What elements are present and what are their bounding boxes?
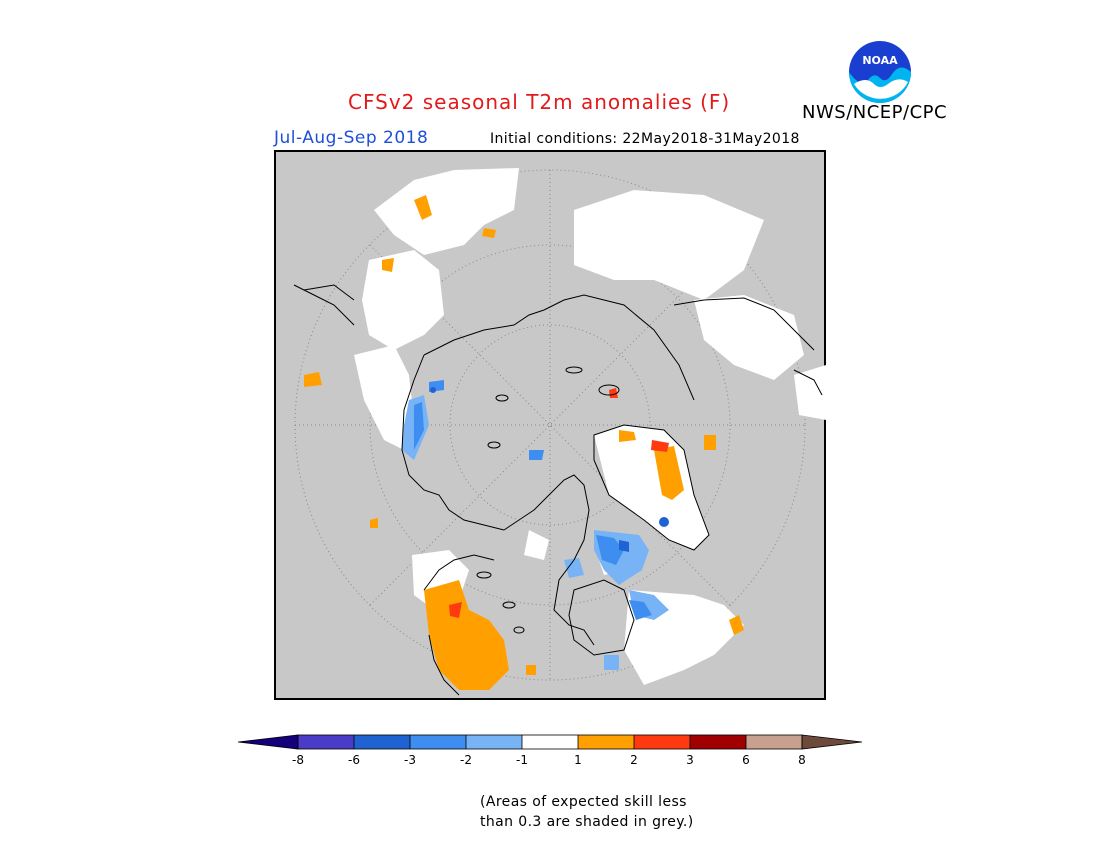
colorbar-label: 2 — [630, 753, 638, 767]
colorbar-label: -6 — [348, 753, 360, 767]
colorbar-segment — [354, 735, 410, 749]
islands — [476, 366, 620, 634]
colorbar-label: -8 — [292, 753, 304, 767]
anomaly-map — [274, 150, 826, 700]
colorbar-label: -3 — [404, 753, 416, 767]
skill-footnote: (Areas of expected skill less than 0.3 a… — [480, 792, 694, 832]
colorbar-segment — [298, 735, 354, 749]
colorbar-segment — [690, 735, 746, 749]
warm-anomaly-1-2 — [304, 195, 744, 690]
footnote-line: than 0.3 are shaded in grey.) — [480, 814, 694, 830]
warm-anomaly-2-3 — [449, 388, 669, 618]
colorbar-upper-arrow — [802, 735, 862, 749]
colorbar-segment — [522, 735, 578, 749]
colorbar-label: 3 — [686, 753, 694, 767]
colorbar-label: 6 — [742, 753, 750, 767]
colorbar-segment — [410, 735, 466, 749]
cold-anomaly-2-3 — [414, 380, 652, 620]
noaa-logo-text: NOAA — [862, 54, 898, 67]
season-label: Jul-Aug-Sep 2018 — [274, 128, 429, 148]
colorbar-label: 1 — [574, 753, 582, 767]
cold-anomaly-3-6 — [430, 387, 669, 552]
chart-title: CFSv2 seasonal T2m anomalies (F) — [348, 90, 731, 114]
footnote-line: (Areas of expected skill less — [480, 794, 687, 810]
initial-conditions-label: Initial conditions: 22May2018-31May2018 — [490, 131, 800, 147]
colorbar — [238, 734, 862, 750]
near-normal-regions — [354, 168, 826, 685]
organization-label: NWS/NCEP/CPC — [802, 102, 948, 123]
colorbar-label: -2 — [460, 753, 472, 767]
coastlines — [293, 284, 823, 696]
colorbar-segment — [634, 735, 690, 749]
colorbar-segment — [466, 735, 522, 749]
noaa-logo: NOAA — [849, 41, 911, 103]
colorbar-lower-arrow — [238, 735, 298, 749]
colorbar-segment — [746, 735, 802, 749]
colorbar-segment — [578, 735, 634, 749]
colorbar-label: -1 — [516, 753, 528, 767]
colorbar-label: 8 — [798, 753, 806, 767]
